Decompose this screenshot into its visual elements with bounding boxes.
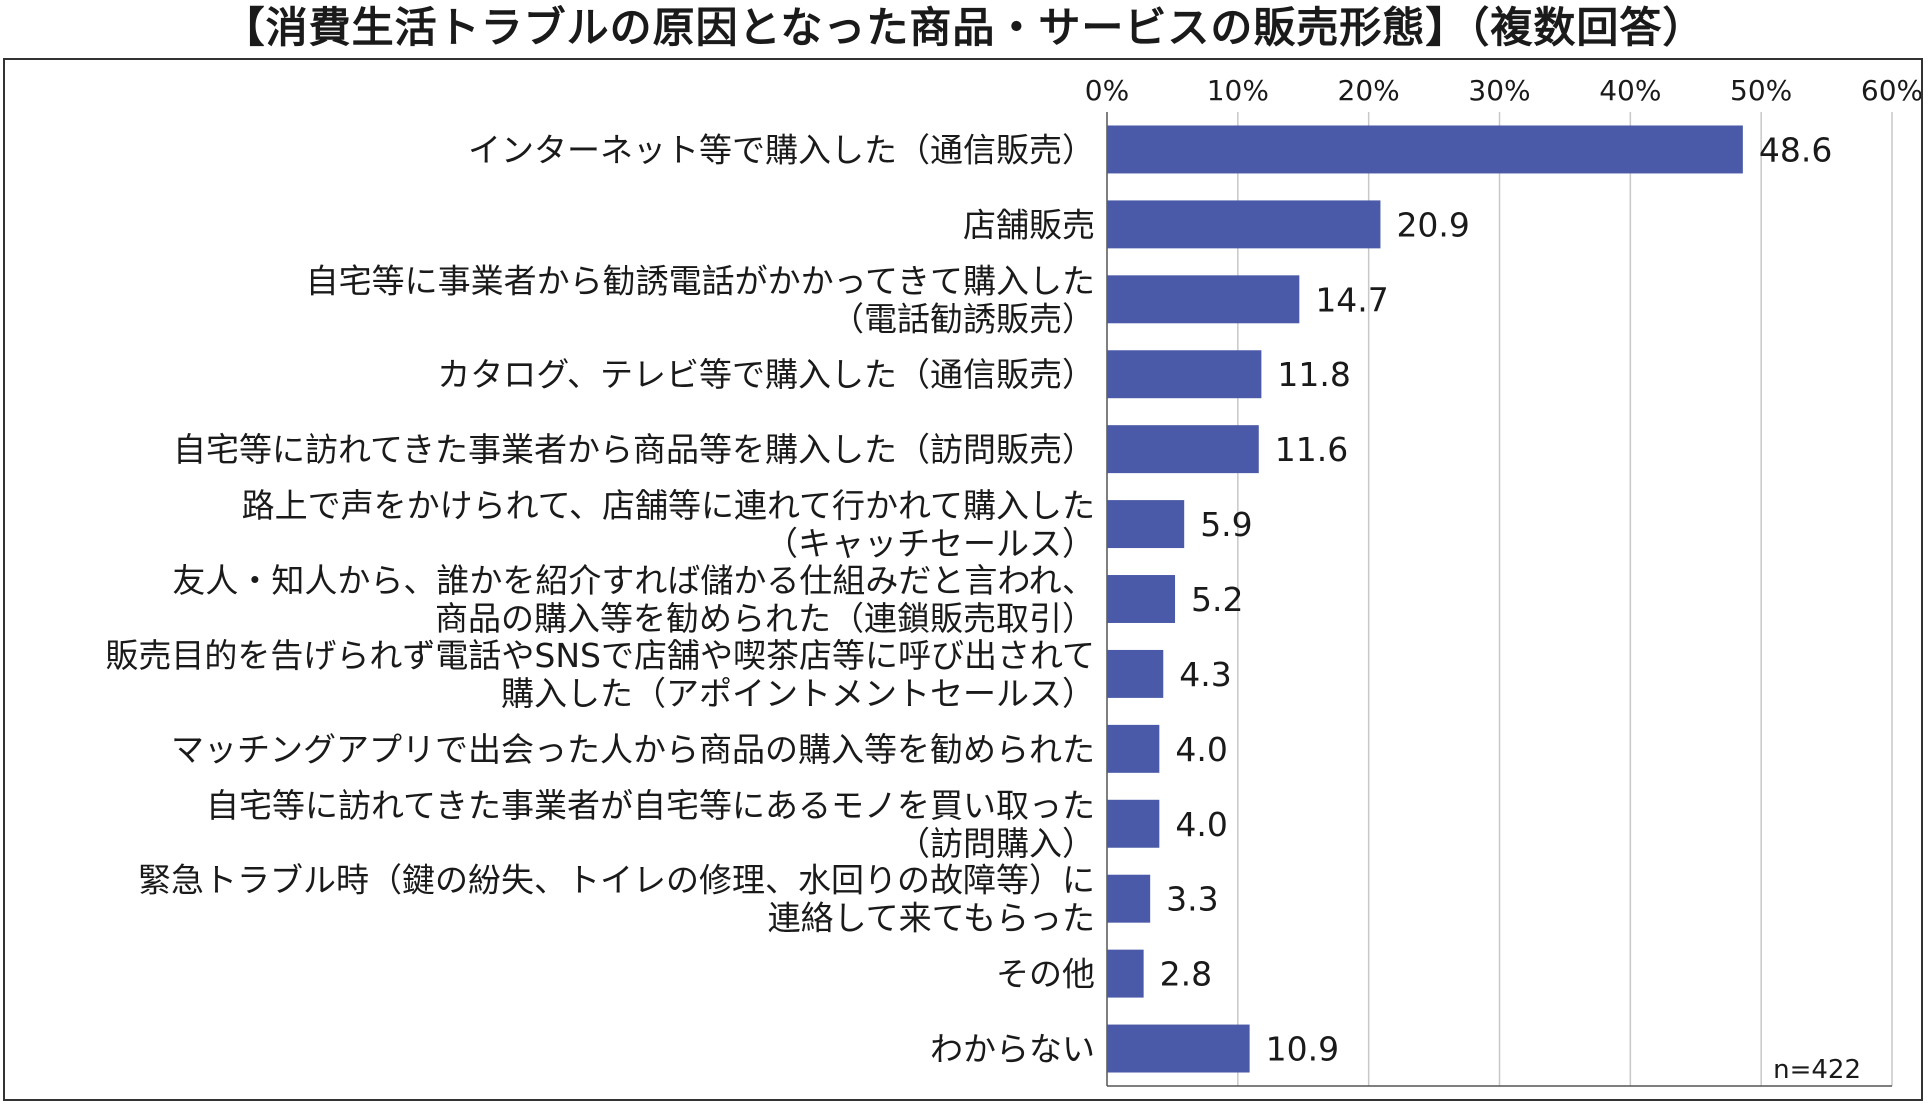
bar-value-label: 5.9 <box>1200 505 1252 544</box>
category-label: 自宅等に訪れてきた事業者が自宅等にあるモノを買い取った <box>206 786 1095 825</box>
bar-value-label: 4.3 <box>1179 655 1231 694</box>
bar-value-label: 10.9 <box>1266 1030 1339 1069</box>
bar <box>1107 724 1160 773</box>
category-label: 店舗販売 <box>963 205 1095 244</box>
category-label: 友人・知人から、誰かを紹介すれば儲かる仕組みだと言われ、 <box>172 561 1095 600</box>
bar-value-label: 4.0 <box>1175 805 1227 844</box>
bar-value-label: 3.3 <box>1166 880 1218 919</box>
bar-value-label: 20.9 <box>1396 205 1469 244</box>
bar <box>1107 275 1300 324</box>
x-tick-label: 30% <box>1468 74 1530 107</box>
chart-title: 【消費生活トラブルの原因となった商品・サービスの販売形態】（複数回答） <box>222 3 1706 52</box>
x-tick-label: 40% <box>1599 74 1661 107</box>
bar-value-label: 11.6 <box>1275 430 1348 469</box>
category-label: 連絡して来てもらった <box>768 899 1095 938</box>
category-label: （キャッチセールス） <box>765 524 1095 563</box>
category-label: （訪問購入） <box>897 824 1095 863</box>
bar <box>1107 425 1259 474</box>
bar <box>1107 200 1381 249</box>
category-label: 商品の購入等を勧められた（連鎖販売取引） <box>435 599 1095 638</box>
bar <box>1107 799 1160 848</box>
bar-value-label: 5.2 <box>1191 580 1243 619</box>
bar <box>1107 500 1185 549</box>
x-tick-label: 0% <box>1085 74 1129 107</box>
bar-value-label: 48.6 <box>1759 130 1832 169</box>
x-tick-label: 60% <box>1861 74 1921 107</box>
chart-frame: 0% 10% 20% 30% 40% 50% 60% 48.6 インターネット等で購入した（通信… <box>3 58 1923 1101</box>
category-label: 自宅等に事業者から勧誘電話がかかってきて購入した <box>306 261 1095 300</box>
category-label: 購入した（アポイントメントセールス） <box>501 674 1095 713</box>
category-label: 自宅等に訪れてきた事業者から商品等を購入した（訪問販売） <box>173 430 1095 469</box>
bar-value-label: 4.0 <box>1175 730 1227 769</box>
category-label: 販売目的を告げられず電話やSNSで店舗や喫茶店等に呼び出されて <box>105 636 1095 675</box>
category-label: 緊急トラブル時（鍵の紛失、トイレの修理、水回りの故障等）に <box>138 861 1095 900</box>
x-tick-label: 10% <box>1207 74 1269 107</box>
bar <box>1107 949 1144 998</box>
category-label: マッチングアプリで出会った人から商品の購入等を勧められた <box>171 730 1095 769</box>
category-label: 路上で声をかけられて、店舗等に連れて行かれて購入した <box>242 486 1095 525</box>
bar <box>1107 649 1164 698</box>
bar <box>1107 575 1176 623</box>
bar-value-label: 14.7 <box>1315 280 1388 319</box>
bar-value-label: 11.8 <box>1277 355 1350 394</box>
bar <box>1107 1024 1250 1073</box>
bar <box>1107 125 1743 174</box>
x-tick-label: 50% <box>1730 74 1792 107</box>
category-label: （電話勧誘販売） <box>831 299 1095 338</box>
sample-size-note: n=422 <box>1773 1055 1861 1085</box>
category-label: その他 <box>996 955 1095 994</box>
bar-chart: 0% 10% 20% 30% 40% 50% 60% 48.6 インターネット等で購入した（通信… <box>105 74 1921 1087</box>
category-label: わからない <box>930 1030 1095 1069</box>
bar <box>1107 350 1262 399</box>
category-label: インターネット等で購入した（通信販売） <box>468 130 1095 169</box>
x-tick-label: 20% <box>1338 74 1400 107</box>
bar-value-label: 2.8 <box>1160 955 1212 994</box>
bar <box>1107 874 1151 923</box>
category-label: カタログ、テレビ等で購入した（通信販売） <box>437 355 1095 394</box>
